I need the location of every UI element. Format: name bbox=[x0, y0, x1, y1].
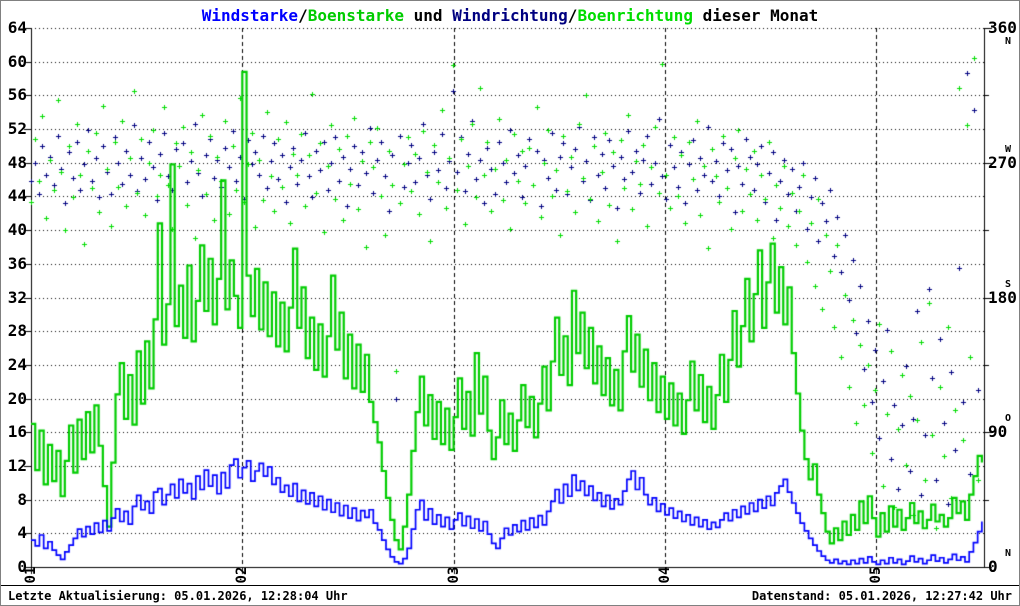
last-update-text: Letzte Aktualisierung: 05.01.2026, 12:28… bbox=[8, 589, 348, 603]
left-axis-tick-label: 60 bbox=[7, 52, 27, 71]
left-axis-tick-label: 36 bbox=[7, 254, 27, 273]
title-segment: Boenrichtung bbox=[577, 6, 694, 25]
title-segment: / bbox=[298, 6, 308, 25]
left-axis-tick-label: 56 bbox=[7, 85, 27, 104]
left-axis-tick-label: 24 bbox=[7, 355, 27, 374]
left-axis-tick-label: 12 bbox=[7, 456, 27, 475]
right-axis-tick-label: 270 bbox=[988, 153, 1017, 172]
right-axis-tick-label: 360 bbox=[988, 18, 1017, 37]
title-segment: Boenstarke bbox=[307, 6, 405, 25]
left-axis-tick-label: 52 bbox=[7, 119, 27, 138]
left-axis-tick-label: 4 bbox=[17, 523, 27, 542]
wind-chart-canvas bbox=[1, 1, 1019, 587]
compass-letter: N bbox=[1005, 36, 1012, 47]
title-segment: dieser Monat bbox=[693, 6, 819, 25]
compass-letter: W bbox=[1005, 144, 1012, 155]
left-axis-tick-label: 40 bbox=[7, 220, 27, 239]
left-axis-tick-label: 48 bbox=[7, 153, 27, 172]
left-axis-tick-label: 8 bbox=[17, 490, 27, 509]
title-segment: Windrichtung bbox=[452, 6, 568, 25]
data-timestamp-text: Datenstand: 05.01.2026, 12:27:42 Uhr bbox=[751, 589, 1012, 603]
compass-letter: S bbox=[1005, 279, 1012, 290]
title-segment: / bbox=[567, 6, 578, 25]
left-axis-tick-label: 20 bbox=[7, 389, 27, 408]
left-axis-tick-label: 28 bbox=[7, 321, 27, 340]
title-segment: und bbox=[404, 6, 453, 25]
left-axis-tick-label: 32 bbox=[7, 288, 27, 307]
left-axis-tick-label: 16 bbox=[7, 422, 27, 441]
left-axis-tick-label: 44 bbox=[7, 186, 27, 205]
right-axis-tick-label: 0 bbox=[988, 557, 998, 576]
compass-letter: O bbox=[1005, 413, 1012, 424]
right-axis-tick-label: 180 bbox=[988, 288, 1017, 307]
chart-title: Windstarke/Boenstarke und Windrichtung/B… bbox=[1, 6, 1019, 25]
title-segment: Windstarke bbox=[201, 6, 299, 25]
right-axis-tick-label: 90 bbox=[988, 422, 1008, 441]
left-axis-tick-label: 0 bbox=[17, 557, 27, 576]
compass-letter: N bbox=[1005, 548, 1012, 559]
left-axis-tick-label: 64 bbox=[7, 18, 27, 37]
status-bar: Letzte Aktualisierung: 05.01.2026, 12:28… bbox=[1, 585, 1019, 605]
